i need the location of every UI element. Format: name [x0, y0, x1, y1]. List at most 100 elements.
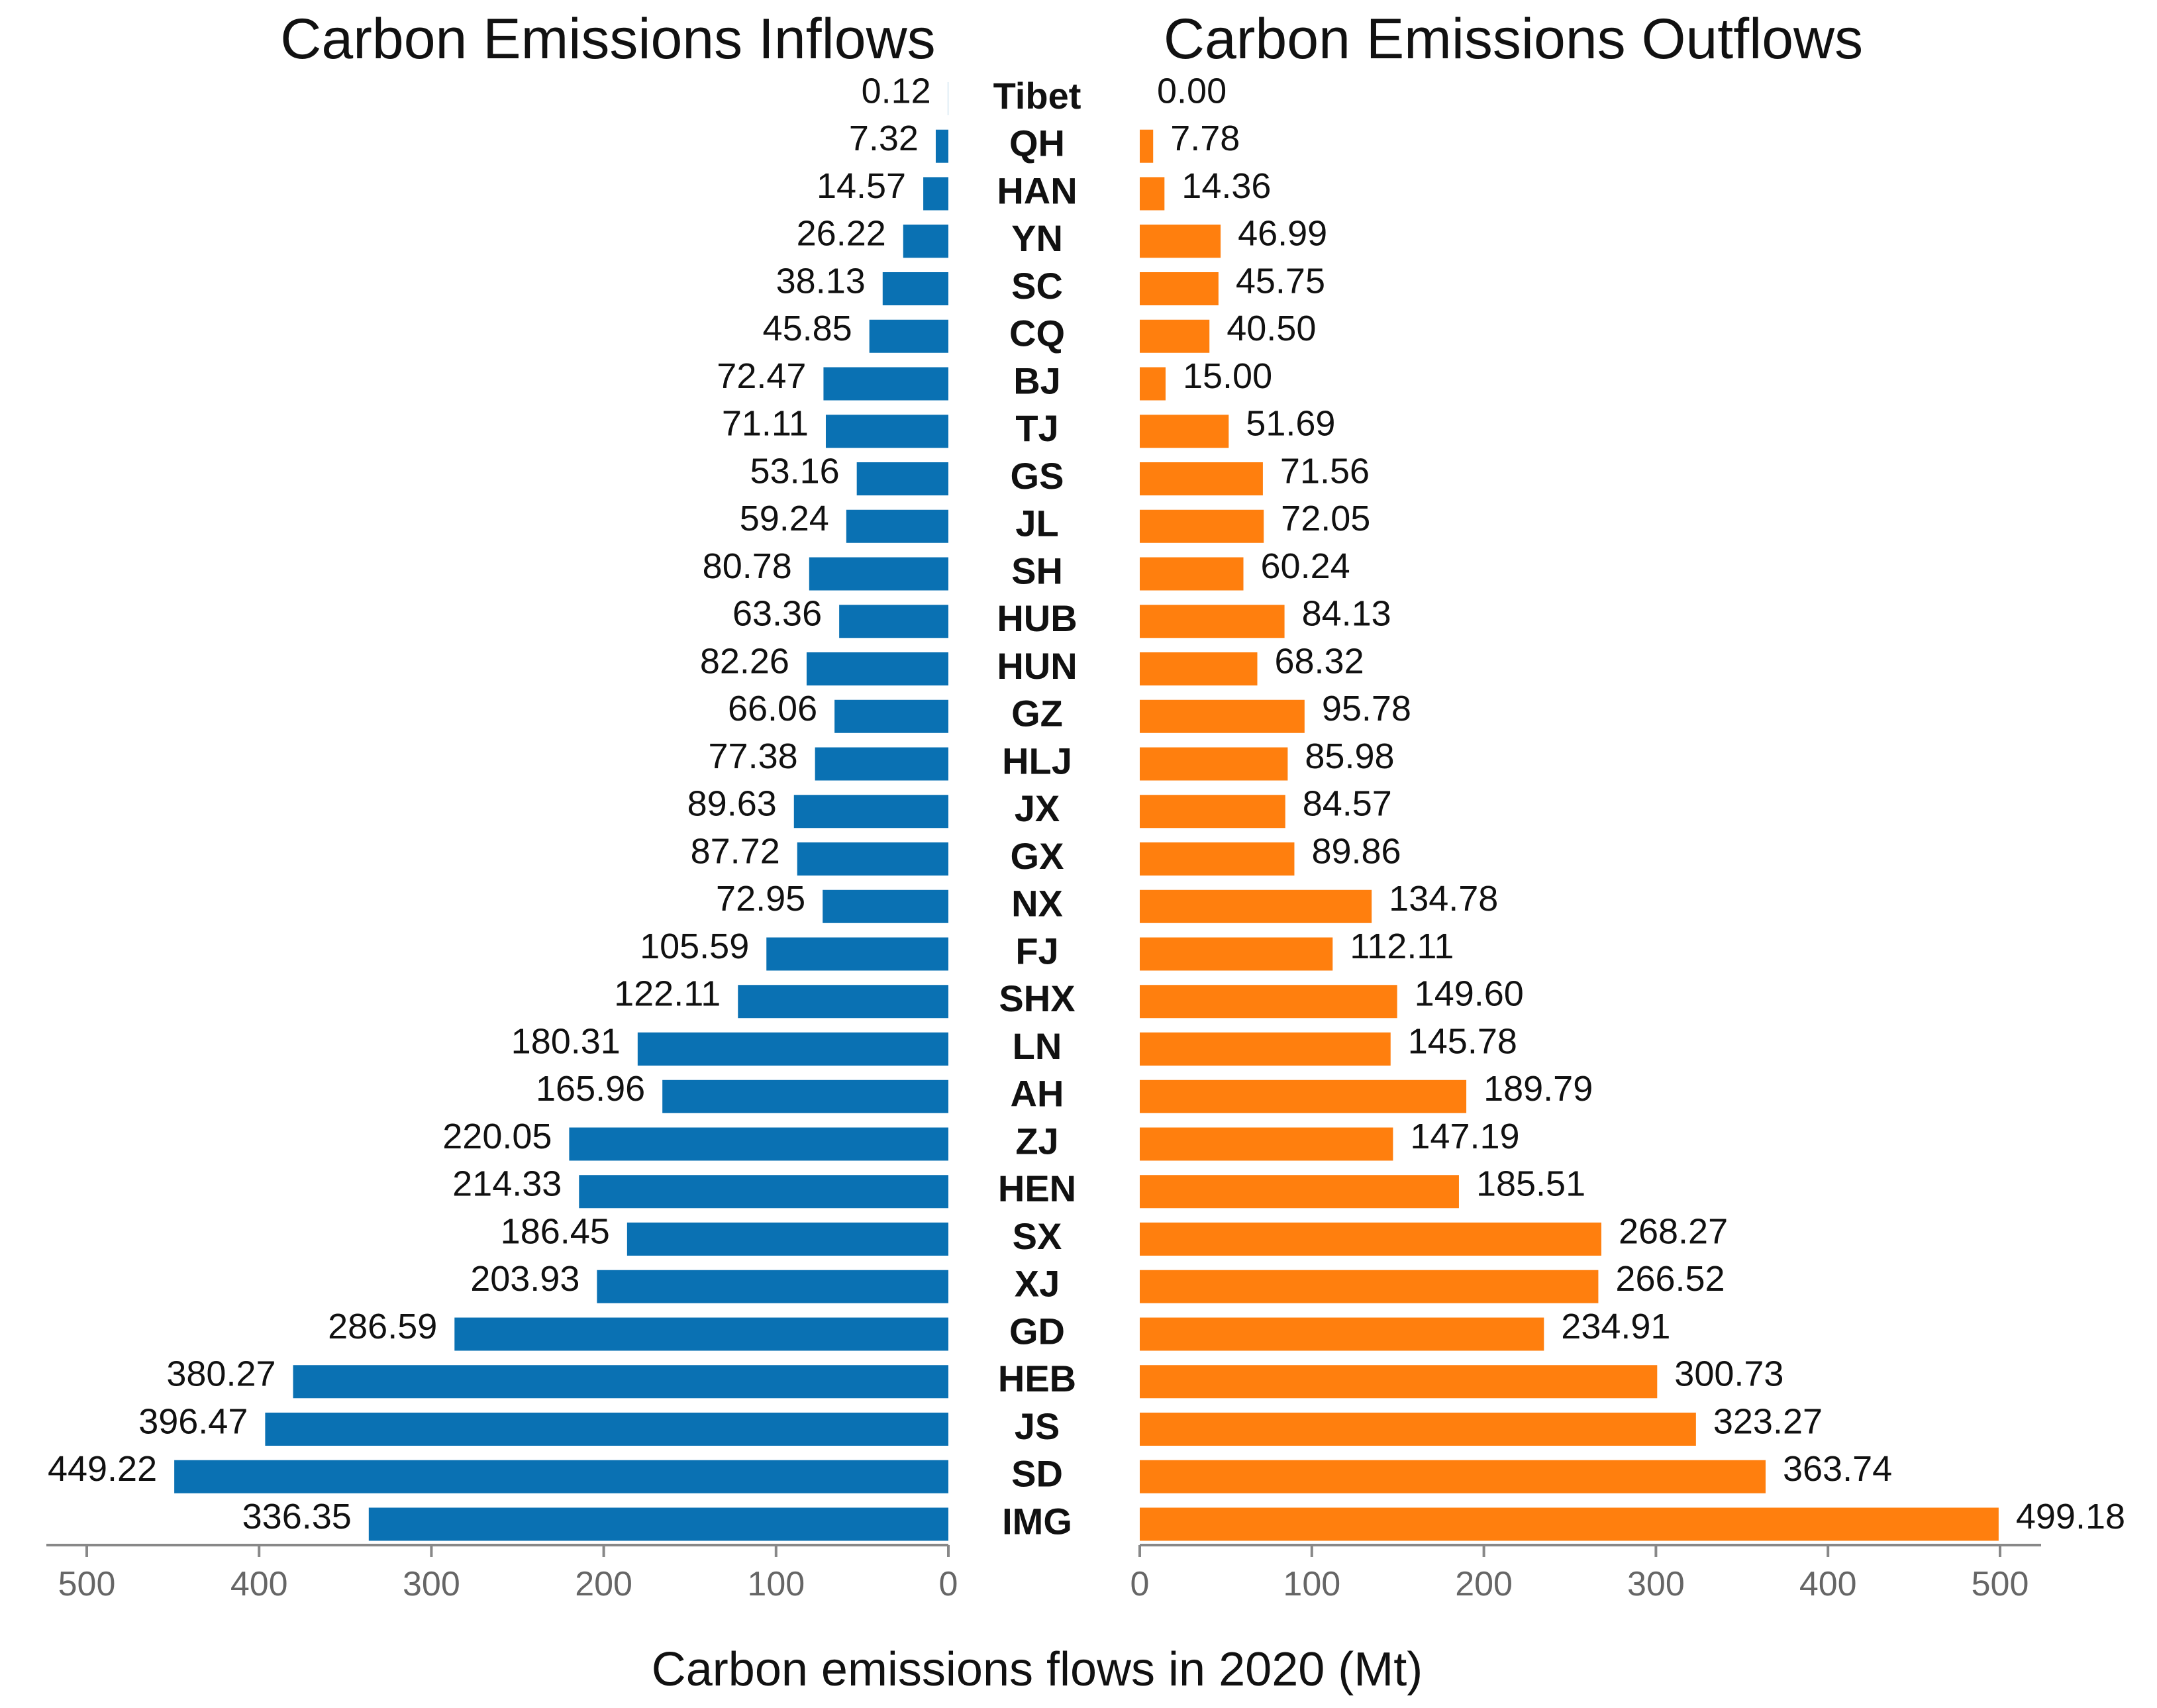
province-label-hlj: HLJ	[1002, 740, 1072, 781]
inflow-bar-han	[923, 177, 948, 211]
inflow-value-cq: 45.85	[763, 309, 852, 348]
province-labels: TibetQHHANYNSCCQBJTJGSJLSHHUBHUNGZHLJJXG…	[993, 75, 1081, 1542]
inflow-bar-js	[265, 1413, 948, 1446]
outflow-bar-gd	[1140, 1318, 1544, 1351]
outflow-tick-label-0: 0	[1130, 1565, 1150, 1603]
province-label-jl: JL	[1015, 503, 1058, 544]
outflow-bar-jl	[1140, 510, 1264, 543]
province-label-nx: NX	[1011, 883, 1063, 925]
inflow-value-sc: 38.13	[776, 261, 866, 301]
inflow-bar-hub	[839, 605, 948, 638]
inflow-bar-gx	[797, 842, 948, 876]
inflow-value-ah: 165.96	[536, 1069, 645, 1109]
outflow-value-tj: 51.69	[1246, 404, 1335, 444]
outflow-value-ln: 145.78	[1408, 1021, 1517, 1061]
inflow-bar-tj	[826, 415, 948, 448]
outflow-bar-jx	[1140, 795, 1285, 828]
inflow-value-han: 14.57	[817, 166, 906, 206]
outflow-value-hen: 185.51	[1476, 1164, 1585, 1204]
outflow-value-sc: 45.75	[1236, 261, 1325, 301]
province-label-sd: SD	[1011, 1453, 1063, 1495]
province-label-gx: GX	[1011, 835, 1064, 877]
province-label-sc: SC	[1011, 265, 1063, 307]
outflow-value-sh: 60.24	[1261, 546, 1350, 586]
inflow-bar-img	[369, 1508, 948, 1541]
inflow-value-yn: 26.22	[797, 214, 886, 254]
outflows-title: Carbon Emissions Outflows	[1164, 7, 1863, 71]
inflow-value-xj: 203.93	[470, 1259, 579, 1299]
outflow-value-gx: 89.86	[1311, 831, 1401, 871]
outflow-value-gs: 71.56	[1280, 451, 1370, 491]
outflow-bar-cq	[1140, 320, 1209, 353]
inflow-value-sx: 186.45	[501, 1211, 610, 1251]
province-label-sh: SH	[1011, 550, 1063, 591]
inflow-bar-cq	[870, 320, 948, 353]
outflow-value-jl: 72.05	[1281, 499, 1370, 538]
inflow-tick-label-400: 400	[230, 1565, 288, 1603]
inflow-value-hub: 63.36	[732, 594, 822, 634]
province-label-js: JS	[1015, 1405, 1060, 1447]
inflow-value-hun: 82.26	[700, 641, 789, 681]
outflow-bar-yn	[1140, 225, 1221, 258]
inflow-value-shx: 122.11	[614, 974, 721, 1014]
outflow-bar-shx	[1140, 985, 1397, 1018]
outflow-value-sd: 363.74	[1783, 1449, 1892, 1489]
outflow-bars: 0.007.7814.3646.9945.7540.5015.0051.6971…	[1140, 71, 2125, 1540]
inflow-value-gs: 53.16	[750, 451, 840, 491]
inflows-title: Carbon Emissions Inflows	[280, 7, 935, 71]
province-label-sx: SX	[1013, 1215, 1062, 1257]
outflow-value-img: 499.18	[2016, 1497, 2125, 1536]
province-label-ah: AH	[1011, 1073, 1064, 1115]
outflow-value-nx: 134.78	[1389, 879, 1498, 919]
inflow-value-tibet: 0.12	[862, 71, 931, 111]
outflow-bar-nx	[1140, 890, 1372, 923]
province-label-xj: XJ	[1015, 1263, 1060, 1305]
outflow-bar-hen	[1140, 1175, 1459, 1208]
outflow-bar-han	[1140, 177, 1164, 211]
outflow-value-bj: 15.00	[1183, 356, 1272, 396]
province-label-heb: HEB	[998, 1358, 1076, 1399]
outflow-value-jx: 84.57	[1303, 784, 1392, 824]
inflow-value-hen: 214.33	[452, 1164, 562, 1204]
inflow-value-tj: 71.11	[722, 404, 809, 444]
province-label-shx: SHX	[999, 978, 1075, 1019]
inflow-bar-sd	[174, 1460, 948, 1493]
outflow-bar-zj	[1140, 1128, 1393, 1161]
outflow-bar-img	[1140, 1508, 1999, 1541]
inflow-bar-gz	[834, 700, 948, 733]
inflow-value-zj: 220.05	[442, 1117, 552, 1156]
province-label-fj: FJ	[1015, 930, 1058, 972]
outflow-bar-gs	[1140, 462, 1263, 495]
province-label-tj: TJ	[1015, 407, 1058, 449]
inflow-value-gz: 66.06	[728, 689, 817, 728]
outflow-bar-fj	[1140, 938, 1332, 971]
inflow-bar-hen	[579, 1175, 948, 1208]
province-label-han: HAN	[997, 170, 1077, 211]
outflow-value-hub: 84.13	[1302, 594, 1391, 634]
outflow-value-js: 323.27	[1713, 1401, 1823, 1441]
outflow-bar-xj	[1140, 1270, 1598, 1303]
outflow-bar-js	[1140, 1413, 1696, 1446]
outflow-bar-gz	[1140, 700, 1305, 733]
outflow-value-gd: 234.91	[1561, 1307, 1670, 1346]
outflow-value-zj: 147.19	[1410, 1117, 1519, 1156]
province-label-jx: JX	[1015, 787, 1060, 829]
outflow-bar-sx	[1140, 1223, 1601, 1256]
outflow-tick-label-400: 400	[1799, 1565, 1857, 1603]
inflow-value-ln: 180.31	[511, 1021, 621, 1061]
outflow-value-hlj: 85.98	[1305, 736, 1394, 776]
outflow-bar-sc	[1140, 272, 1219, 305]
inflow-value-gx: 87.72	[691, 831, 780, 871]
outflow-value-sx: 268.27	[1619, 1211, 1728, 1251]
inflow-value-img: 336.35	[242, 1497, 352, 1536]
inflow-value-gd: 286.59	[328, 1307, 437, 1346]
outflow-bar-bj	[1140, 368, 1166, 401]
province-label-hen: HEN	[998, 1168, 1076, 1209]
outflow-value-cq: 40.50	[1227, 309, 1316, 348]
inflow-bar-jx	[794, 795, 948, 828]
inflow-bar-qh	[936, 130, 948, 163]
inflow-value-sh: 80.78	[703, 546, 792, 586]
province-label-cq: CQ	[1009, 313, 1065, 354]
outflow-value-tibet: 0.00	[1157, 71, 1227, 111]
